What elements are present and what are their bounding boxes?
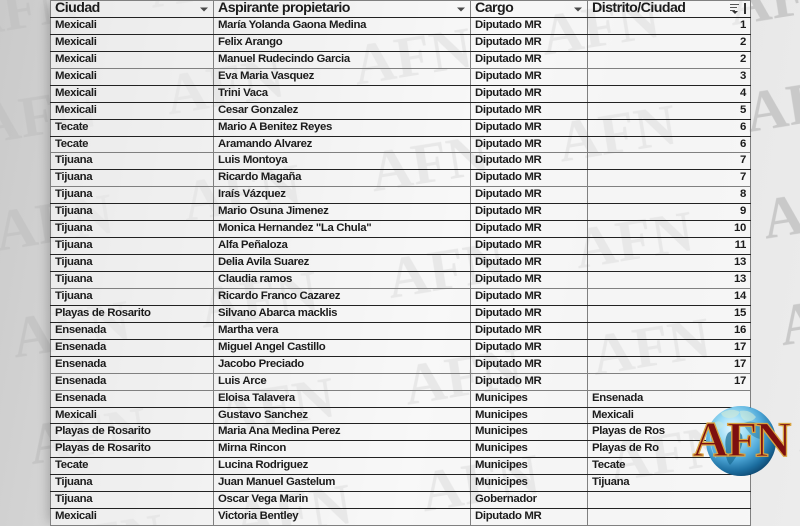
svg-text:AFN: AFN (693, 411, 792, 467)
